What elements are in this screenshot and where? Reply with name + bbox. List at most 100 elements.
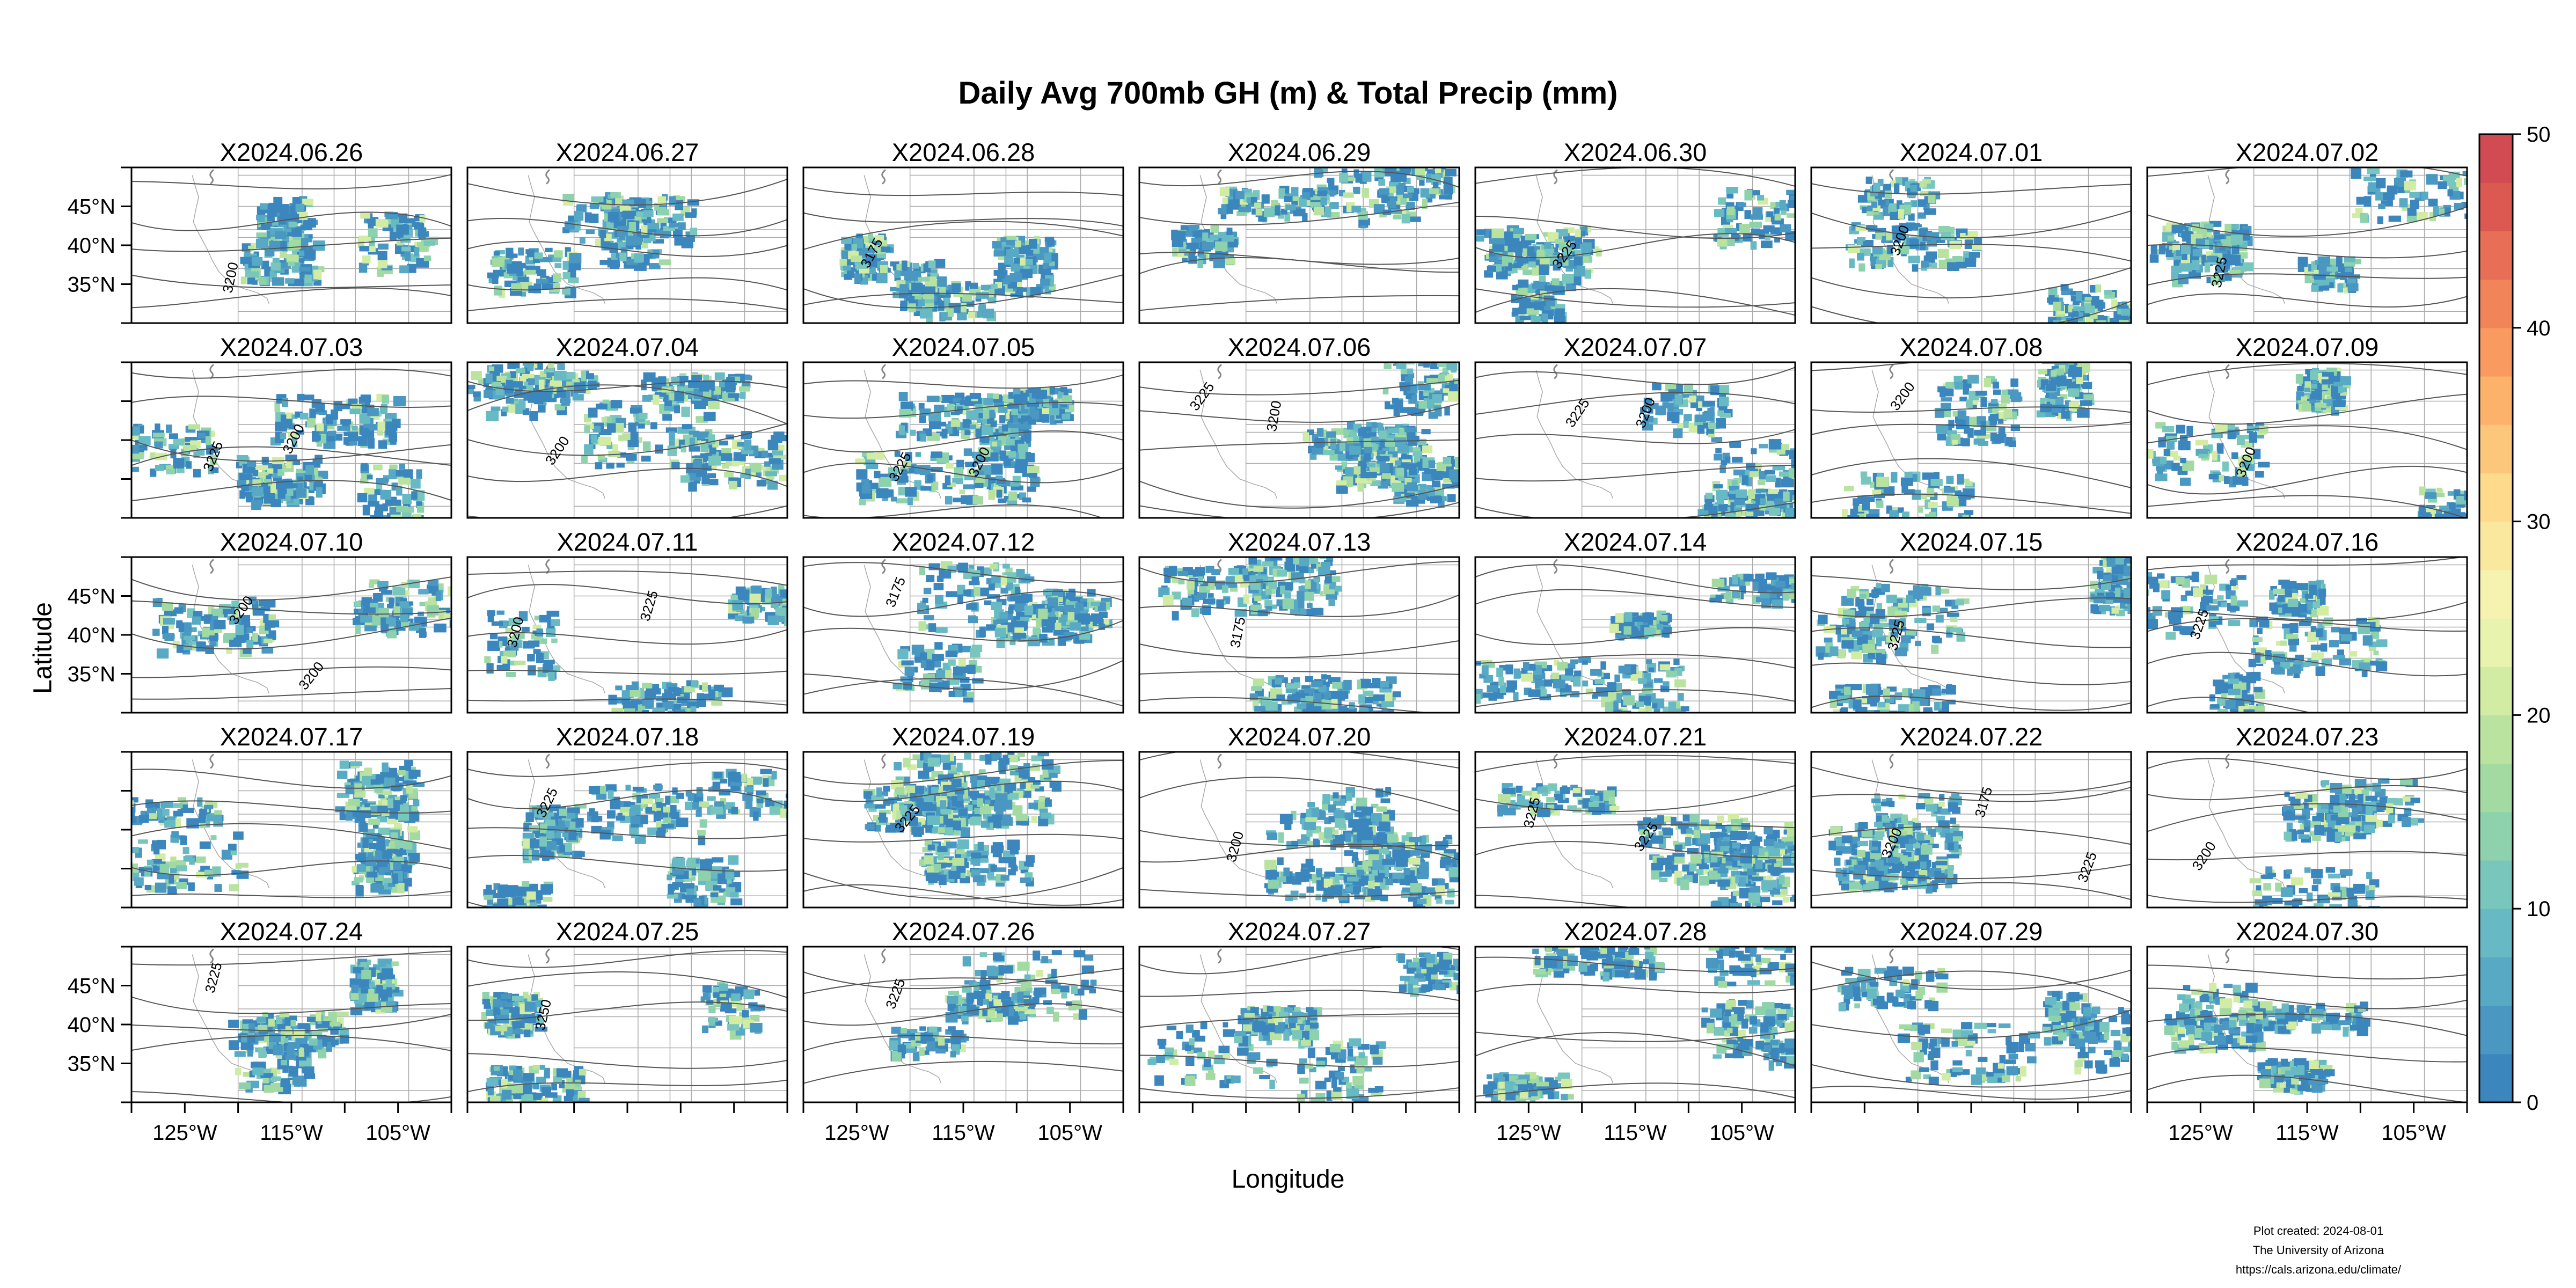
precip-cell	[876, 488, 889, 499]
precip-cell	[562, 227, 570, 233]
precip-cell	[2068, 362, 2075, 367]
gh-contour	[1475, 465, 1795, 482]
precip-cell	[299, 250, 305, 256]
precip-cell	[2001, 394, 2010, 404]
precip-cell	[2253, 434, 2265, 439]
precip-cell	[598, 429, 612, 435]
precip-cell	[1850, 508, 1858, 518]
precip-cell	[1990, 433, 1997, 442]
precip-cell	[1957, 474, 1964, 485]
precip-cell	[247, 461, 257, 467]
precip-cell	[1446, 374, 1453, 383]
precip-cell	[251, 487, 264, 496]
precip-cell	[937, 276, 947, 287]
precip-cell	[236, 455, 248, 461]
precip-cell	[1886, 505, 1892, 514]
precip-cell	[389, 469, 397, 480]
precip-cell	[2061, 410, 2070, 419]
precip-cell	[712, 440, 719, 448]
precip-cell	[2070, 362, 2080, 367]
precip-cell	[313, 280, 322, 286]
precip-cell	[2165, 462, 2173, 469]
precip-cell	[1574, 266, 1585, 277]
precip-cell	[839, 259, 847, 266]
precip-cell	[769, 453, 781, 460]
precip-cell	[368, 438, 375, 449]
precip-cell	[568, 268, 576, 278]
precip-cell	[1436, 463, 1442, 473]
precip-cell	[1327, 211, 1340, 218]
gh-contour	[1139, 502, 1459, 518]
precip-cell	[668, 223, 680, 228]
precip-cell	[1537, 250, 1545, 257]
precip-cell	[1316, 428, 1324, 437]
precip-cell	[1372, 444, 1379, 450]
precip-cell	[1991, 399, 1998, 404]
coastline	[192, 175, 269, 304]
precip-cell	[975, 428, 982, 438]
precip-cell	[1396, 362, 1407, 369]
precip-cell	[302, 238, 312, 243]
precip-cell	[248, 245, 254, 251]
precip-cell	[1015, 240, 1021, 247]
precip-cell	[1904, 489, 1915, 494]
precip-cell	[517, 276, 528, 282]
precip-cell	[1946, 475, 1954, 485]
precip-cell	[1387, 428, 1400, 434]
precip-cell	[1865, 523, 1878, 533]
precip-cell	[975, 296, 982, 302]
precip-cell	[1719, 465, 1726, 473]
precip-cell	[1904, 471, 1913, 478]
precip-cell	[539, 257, 552, 262]
precip-cell	[1739, 510, 1746, 516]
precip-cell	[648, 394, 657, 400]
precip-cell	[2464, 178, 2467, 185]
precip-cell	[2089, 325, 2099, 335]
precip-cell	[478, 378, 489, 384]
precip-cell	[945, 475, 951, 486]
precip-cell	[581, 370, 587, 382]
precip-cell	[2186, 426, 2193, 436]
precip-cell	[287, 488, 294, 496]
precip-cell	[2158, 245, 2165, 255]
precip-cell	[492, 274, 499, 284]
precip-cell	[2109, 325, 2117, 330]
precip-cell	[506, 253, 518, 258]
precip-cell	[1989, 413, 1997, 425]
precip-cell	[2388, 215, 2402, 222]
precip-cell	[1502, 256, 1509, 267]
panel-frame	[1138, 361, 1460, 519]
precip-cell	[2206, 255, 2218, 262]
precip-cell	[286, 254, 299, 262]
precip-cell	[1883, 521, 1890, 531]
precip-cell	[595, 462, 603, 470]
precip-cell	[1371, 436, 1380, 444]
precip-cell	[188, 424, 201, 430]
precip-cell	[1049, 261, 1055, 266]
panel-date: X2024.06.26	[220, 138, 363, 166]
precip-cell	[1780, 224, 1791, 232]
precip-cell	[185, 437, 197, 442]
precip-cell	[1378, 179, 1386, 186]
precip-cell	[1900, 477, 1913, 486]
precip-cell	[385, 421, 398, 431]
precip-cell	[847, 259, 855, 266]
precip-cell	[1891, 472, 1898, 483]
precip-cell	[255, 238, 268, 249]
precip-cell	[1317, 191, 1327, 196]
precip-cell	[918, 403, 925, 411]
gh-contour	[803, 221, 1123, 250]
precip-cell	[270, 499, 281, 508]
precip-cell	[313, 434, 321, 441]
precip-cell	[952, 283, 961, 292]
precip-cell	[1238, 206, 1252, 213]
precip-cell	[377, 251, 387, 260]
precip-cell	[337, 426, 350, 431]
precip-cell	[1580, 242, 1592, 253]
precip-cell	[138, 436, 151, 445]
precip-cell	[1062, 413, 1071, 420]
precip-cell	[864, 248, 875, 253]
